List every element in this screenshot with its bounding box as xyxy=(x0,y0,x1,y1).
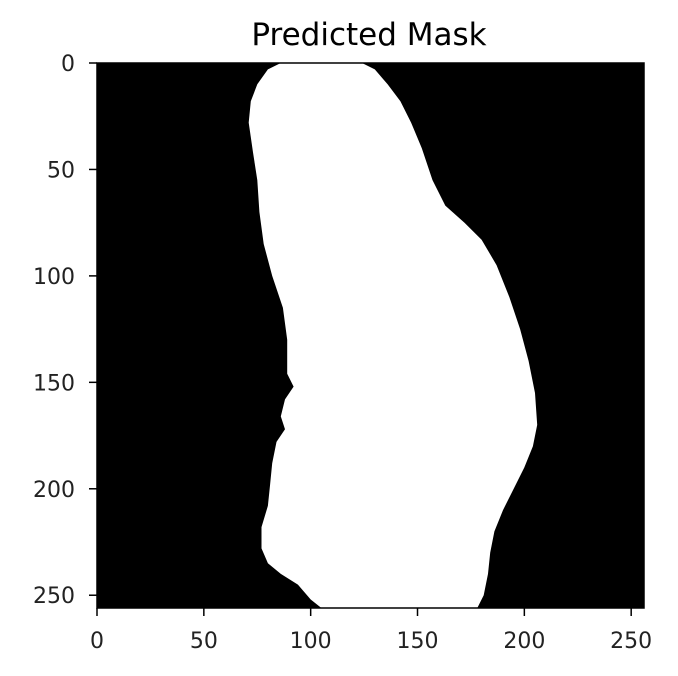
x-axis: 0 50 100 150 200 250 xyxy=(90,608,652,654)
mask-region xyxy=(248,63,538,608)
y-tick-label: 0 xyxy=(61,52,75,77)
x-tick-label: 250 xyxy=(610,629,652,654)
x-tick-label: 150 xyxy=(397,629,439,654)
chart-title: Predicted Mask xyxy=(251,17,486,53)
y-tick-label: 250 xyxy=(33,584,75,609)
x-tick-label: 200 xyxy=(503,629,545,654)
x-tick-label: 0 xyxy=(90,629,104,654)
plot-frame xyxy=(96,62,645,609)
x-tick-label: 50 xyxy=(190,629,218,654)
y-tick-label: 100 xyxy=(33,265,75,290)
y-axis: 0 50 100 150 200 250 xyxy=(33,52,97,609)
y-tick-label: 200 xyxy=(33,478,75,503)
x-tick-label: 100 xyxy=(290,629,332,654)
y-tick-label: 50 xyxy=(47,158,75,183)
y-tick-label: 150 xyxy=(33,371,75,396)
plot-area xyxy=(96,62,645,609)
